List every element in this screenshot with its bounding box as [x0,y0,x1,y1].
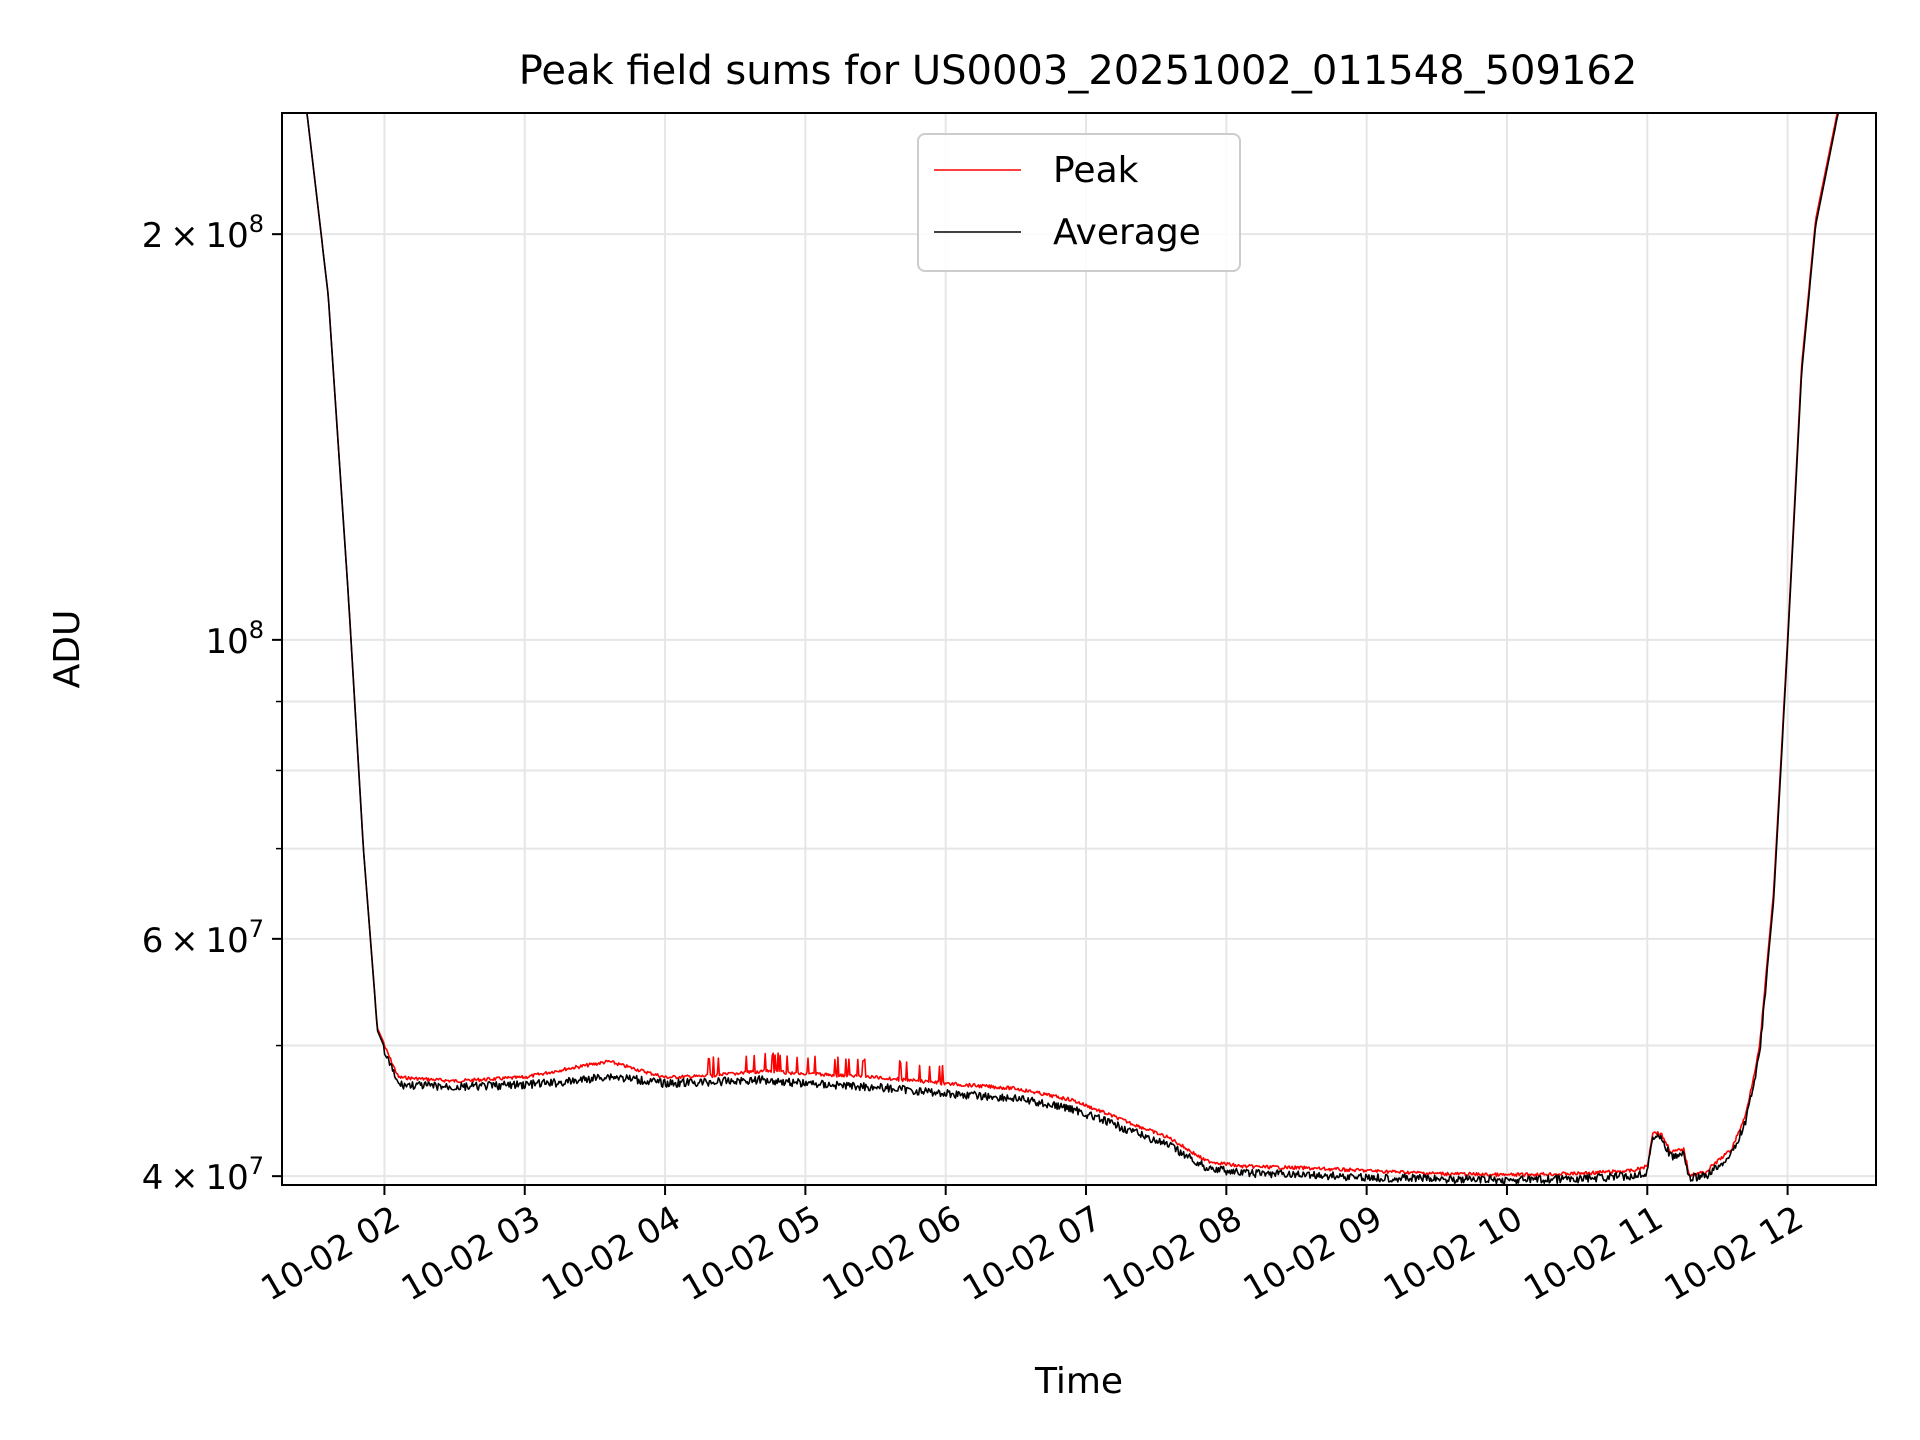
x-axis-label: Time [1034,1361,1123,1402]
legend-box [917,133,1241,272]
y-tick-label: 4 × 107 [142,1152,264,1198]
y-tick-base: 6 × 10 [142,921,249,961]
y-tick-label: 6 × 107 [142,915,264,961]
y-tick-exponent: 7 [249,1152,264,1180]
legend: Peak Average [917,133,1241,272]
legend-label-peak: Peak [1053,150,1139,191]
y-tick-exponent: 8 [249,210,264,238]
y-tick-exponent: 7 [249,915,264,943]
y-tick-exponent: 8 [249,616,264,644]
y-tick-base: 4 × 10 [142,1158,249,1198]
y-axis-label: ADU [47,610,88,689]
series-line-average [306,113,1840,1185]
y-tick-base: 10 [205,622,248,662]
legend-label-average: Average [1053,212,1201,253]
series-layer [306,113,1840,1185]
plot-frame [281,112,1877,1186]
series-line-peak [306,113,1839,1178]
y-tick-label: 108 [205,616,264,662]
y-tick-base: 2 × 10 [142,216,249,256]
chart-title: Peak field sums for US0003_20251002_0115… [519,48,1638,94]
y-tick-label: 2 × 108 [142,210,264,256]
